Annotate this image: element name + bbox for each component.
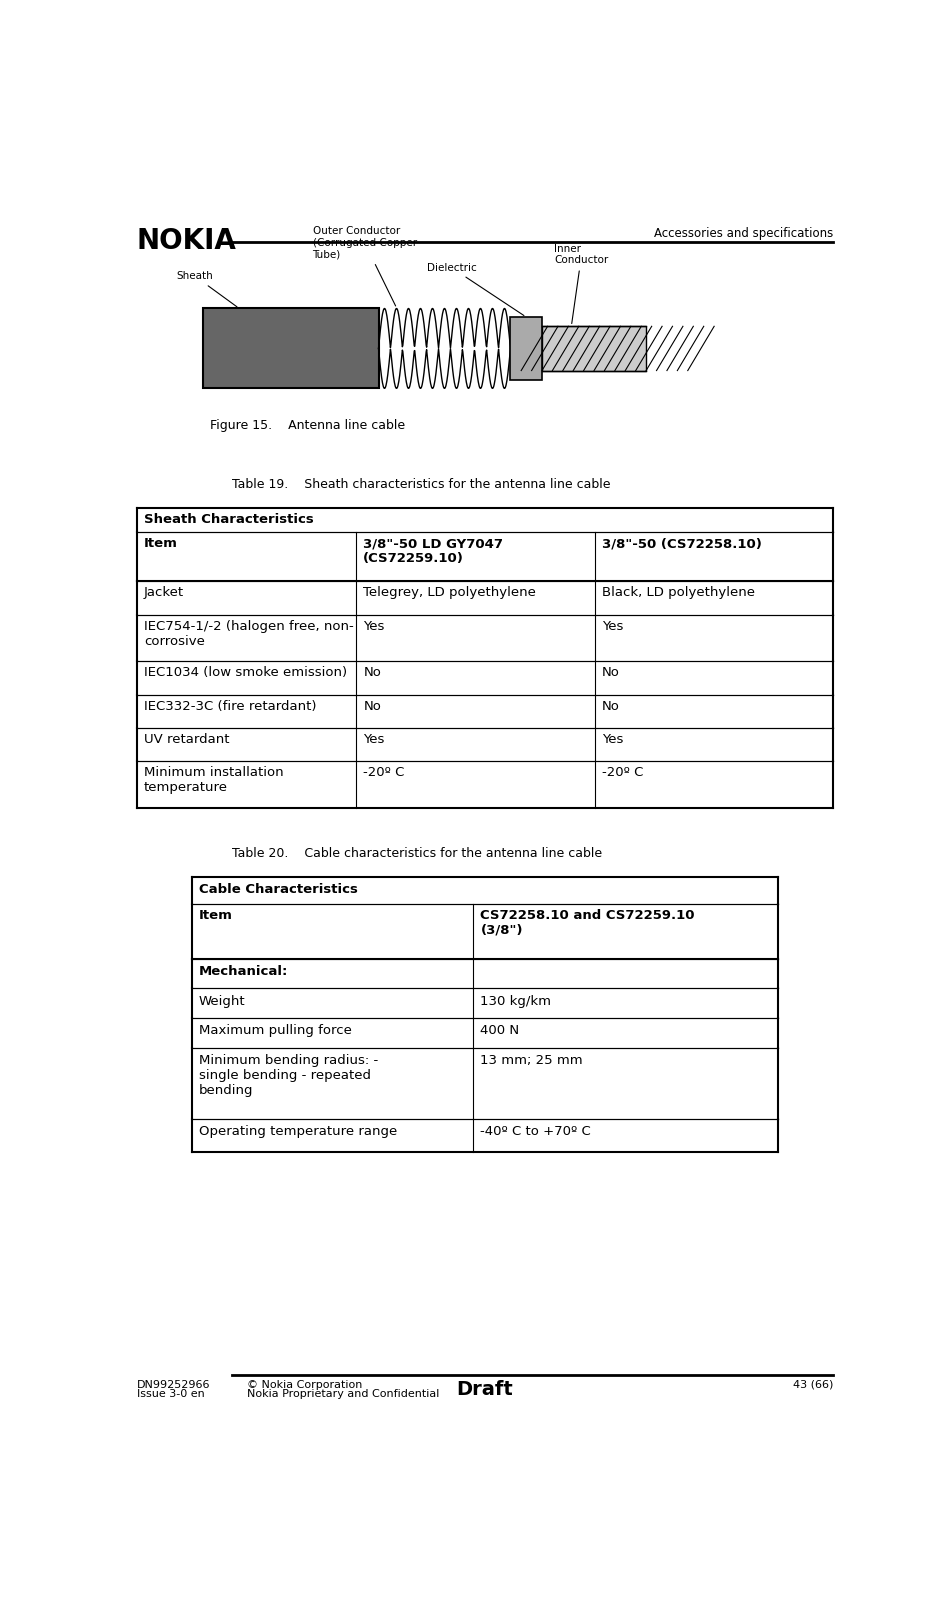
Text: Jacket: Jacket <box>144 586 184 599</box>
Text: Sheath: Sheath <box>177 271 237 307</box>
Text: CS72258.10 and CS72259.10
(3/8"): CS72258.10 and CS72259.10 (3/8") <box>481 909 695 936</box>
Text: Dielectric: Dielectric <box>427 264 524 316</box>
Text: Inner
Conductor: Inner Conductor <box>554 244 608 324</box>
Bar <box>202 308 378 388</box>
Text: UV retardant: UV retardant <box>144 733 230 746</box>
Text: 130 kg/km: 130 kg/km <box>481 995 552 1008</box>
Text: IEC754-1/-2 (halogen free, non-
corrosive: IEC754-1/-2 (halogen free, non- corrosiv… <box>144 620 354 647</box>
Text: -20º C: -20º C <box>603 767 643 779</box>
Text: Table 20.    Cable characteristics for the antenna line cable: Table 20. Cable characteristics for the … <box>232 846 602 861</box>
Text: No: No <box>603 699 620 712</box>
Text: Outer Conductor
(Corrugated Copper
Tube): Outer Conductor (Corrugated Copper Tube) <box>312 227 416 307</box>
Text: 3/8"-50 (CS72258.10): 3/8"-50 (CS72258.10) <box>603 537 762 551</box>
Text: 13 mm; 25 mm: 13 mm; 25 mm <box>481 1054 583 1067</box>
Text: IEC1034 (low smoke emission): IEC1034 (low smoke emission) <box>144 666 347 679</box>
Text: Minimum bending radius: -
single bending - repeated
bending: Minimum bending radius: - single bending… <box>199 1054 378 1097</box>
Text: Minimum installation
temperature: Minimum installation temperature <box>144 767 284 794</box>
Text: 400 N: 400 N <box>481 1024 519 1036</box>
Bar <box>542 326 646 371</box>
Text: Item: Item <box>199 909 233 921</box>
Text: Accessories and specifications: Accessories and specifications <box>654 227 833 240</box>
Text: Sheath Characteristics: Sheath Characteristics <box>144 513 314 525</box>
Bar <box>511 318 542 380</box>
Bar <box>136 532 833 581</box>
Text: Black, LD polyethylene: Black, LD polyethylene <box>603 586 755 599</box>
Text: No: No <box>603 666 620 679</box>
Bar <box>136 508 833 532</box>
Text: NOKIA: NOKIA <box>136 227 236 256</box>
Text: Draft: Draft <box>457 1380 513 1399</box>
Text: Cable Characteristics: Cable Characteristics <box>199 883 358 896</box>
Text: Issue 3-0 en: Issue 3-0 en <box>136 1389 204 1399</box>
Text: © Nokia Corporation: © Nokia Corporation <box>247 1380 362 1389</box>
Text: Maximum pulling force: Maximum pulling force <box>199 1024 352 1036</box>
Text: Table 19.    Sheath characteristics for the antenna line cable: Table 19. Sheath characteristics for the… <box>232 478 610 492</box>
Text: No: No <box>363 699 381 712</box>
Text: IEC332-3C (fire retardant): IEC332-3C (fire retardant) <box>144 699 316 712</box>
Text: Mechanical:: Mechanical: <box>199 965 289 977</box>
Text: Operating temperature range: Operating temperature range <box>199 1124 397 1139</box>
Text: Yes: Yes <box>363 733 385 746</box>
Text: 3/8"-50 LD GY7047
(CS72259.10): 3/8"-50 LD GY7047 (CS72259.10) <box>363 537 503 565</box>
Text: No: No <box>363 666 381 679</box>
Text: Weight: Weight <box>199 995 246 1008</box>
Text: Yes: Yes <box>603 733 623 746</box>
Text: Nokia Proprietary and Confidential: Nokia Proprietary and Confidential <box>247 1389 439 1399</box>
Text: -40º C to +70º C: -40º C to +70º C <box>481 1124 591 1139</box>
Text: Telegrey, LD polyethylene: Telegrey, LD polyethylene <box>363 586 536 599</box>
Text: Item: Item <box>144 537 178 551</box>
Bar <box>191 877 778 904</box>
Text: 43 (66): 43 (66) <box>793 1380 833 1389</box>
Text: -20º C: -20º C <box>363 767 405 779</box>
Text: Yes: Yes <box>363 620 385 632</box>
Text: DN99252966: DN99252966 <box>136 1380 210 1389</box>
Text: Yes: Yes <box>603 620 623 632</box>
Text: Figure 15.    Antenna line cable: Figure 15. Antenna line cable <box>210 418 405 433</box>
